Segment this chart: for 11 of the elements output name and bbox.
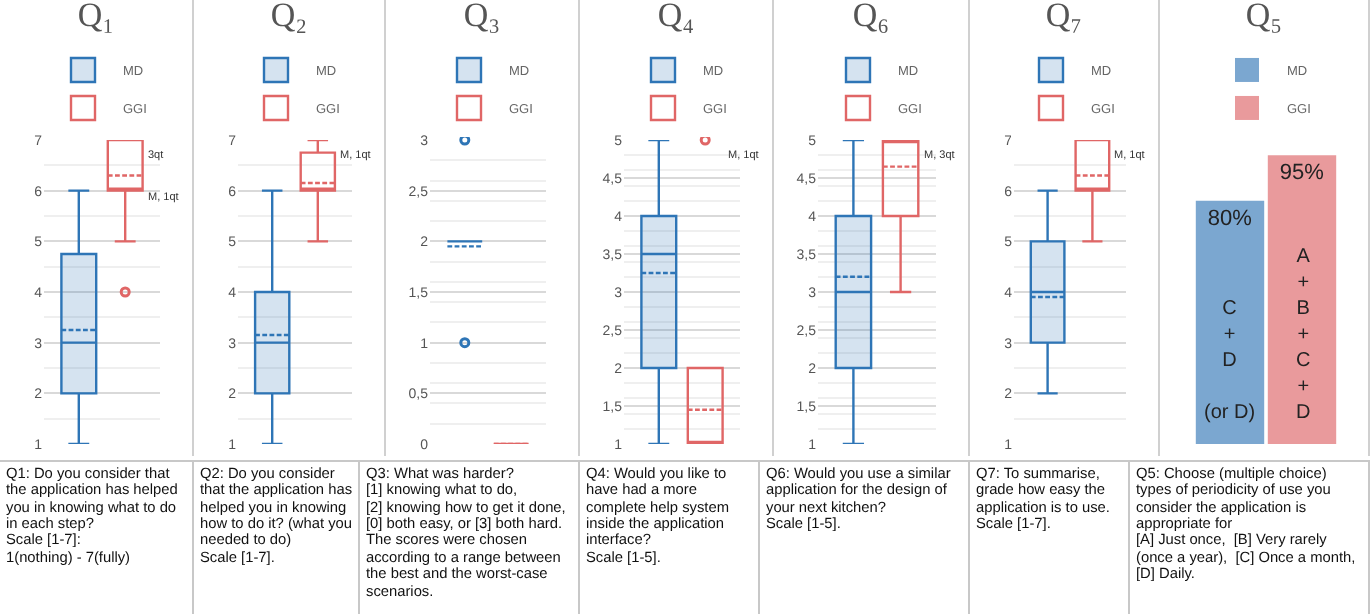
chart-title: Q₃ — [463, 0, 501, 35]
data-label: 80% — [1207, 206, 1253, 231]
data-label: 95% — [1279, 161, 1325, 186]
chart-title: Q₆ — [852, 0, 890, 35]
chart-title: Q₂ — [270, 0, 308, 35]
chart-title: Q₅ — [1245, 0, 1283, 35]
chart-title: Q₇ — [1045, 0, 1083, 35]
chart-title: Q₁ — [77, 0, 115, 35]
text: C + D (or D) — [1204, 298, 1256, 424]
chart-title: Q₄ — [657, 0, 695, 35]
annotation: A + B + C + D — [1296, 246, 1311, 424]
